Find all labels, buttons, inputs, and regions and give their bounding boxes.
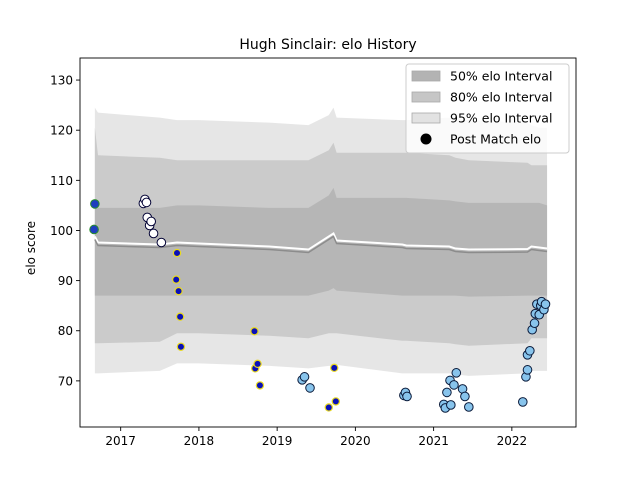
interval-bands <box>94 107 548 376</box>
chart-title: Hugh Sinclair: elo History <box>239 37 416 53</box>
post-match-point <box>90 199 100 209</box>
legend-swatch <box>411 91 441 103</box>
x-tick-label: 2020 <box>340 434 371 448</box>
post-match-point <box>176 342 186 351</box>
post-match-point <box>446 400 456 410</box>
y-tick-label: 130 <box>50 74 73 88</box>
legend-label: Post Match elo <box>450 132 541 147</box>
y-tick-label: 80 <box>58 324 73 338</box>
axes: 2017 2018 2019 2020 2021 2022 70 80 90 100 110 120 1… <box>50 57 577 448</box>
legend: 50% elo Interval 80% elo Interval 95% elo … <box>405 63 570 154</box>
post-match-point <box>522 365 533 375</box>
plot-frame <box>79 57 577 428</box>
mean-elo-line <box>94 235 548 254</box>
post-match-point <box>540 299 551 309</box>
legend-swatch <box>411 112 441 124</box>
x-tick-label: 2021 <box>418 434 449 448</box>
post-match-point <box>442 387 452 398</box>
y-tick-label: 110 <box>50 174 73 188</box>
legend-box <box>405 63 570 154</box>
legend-swatch <box>411 70 441 82</box>
post-match-point <box>518 397 528 407</box>
post-match-point <box>253 359 262 369</box>
post-match-point <box>464 402 474 412</box>
post-match-point <box>529 318 540 329</box>
x-tick-label: 2022 <box>497 434 528 448</box>
y-tick-label: 90 <box>58 274 73 288</box>
post-match-point <box>402 391 412 402</box>
y-tick-label: 100 <box>50 224 73 238</box>
post-match-point <box>324 403 333 412</box>
mean-lines <box>93 232 548 254</box>
legend-label: 50% elo Interval <box>450 69 552 84</box>
legend-label: 80% elo Interval <box>450 90 552 105</box>
x-tick-label: 2017 <box>105 434 136 448</box>
post-match-point <box>331 397 341 406</box>
post-match-point <box>89 224 99 235</box>
post-match-point <box>174 286 183 296</box>
post-match-point <box>148 228 159 239</box>
post-match-point <box>460 391 470 402</box>
post-match-point <box>255 381 265 390</box>
y-tick-label: 120 <box>50 124 73 138</box>
post-match-point <box>141 197 152 208</box>
y-tick-label: 70 <box>58 374 73 388</box>
y-axis-label: elo score <box>24 221 38 275</box>
post-match-point <box>449 380 459 390</box>
legend-label: 95% elo Interval <box>450 111 552 126</box>
post-match-point <box>305 383 315 393</box>
mean-highlight-line <box>93 232 548 251</box>
x-tick-label: 2019 <box>262 434 293 448</box>
post-match-point <box>172 275 181 284</box>
post-match-point <box>299 372 310 382</box>
post-match-point <box>156 237 167 248</box>
legend-marker <box>420 133 432 145</box>
post-match-point <box>172 248 182 258</box>
post-match-point <box>525 345 535 356</box>
post-match-point <box>146 216 156 227</box>
x-tick-label: 2018 <box>184 434 215 448</box>
post-match-point <box>330 363 339 373</box>
post-match-point <box>250 327 259 336</box>
match-points <box>89 194 551 413</box>
post-match-point <box>175 312 185 321</box>
post-match-point <box>451 368 462 378</box>
